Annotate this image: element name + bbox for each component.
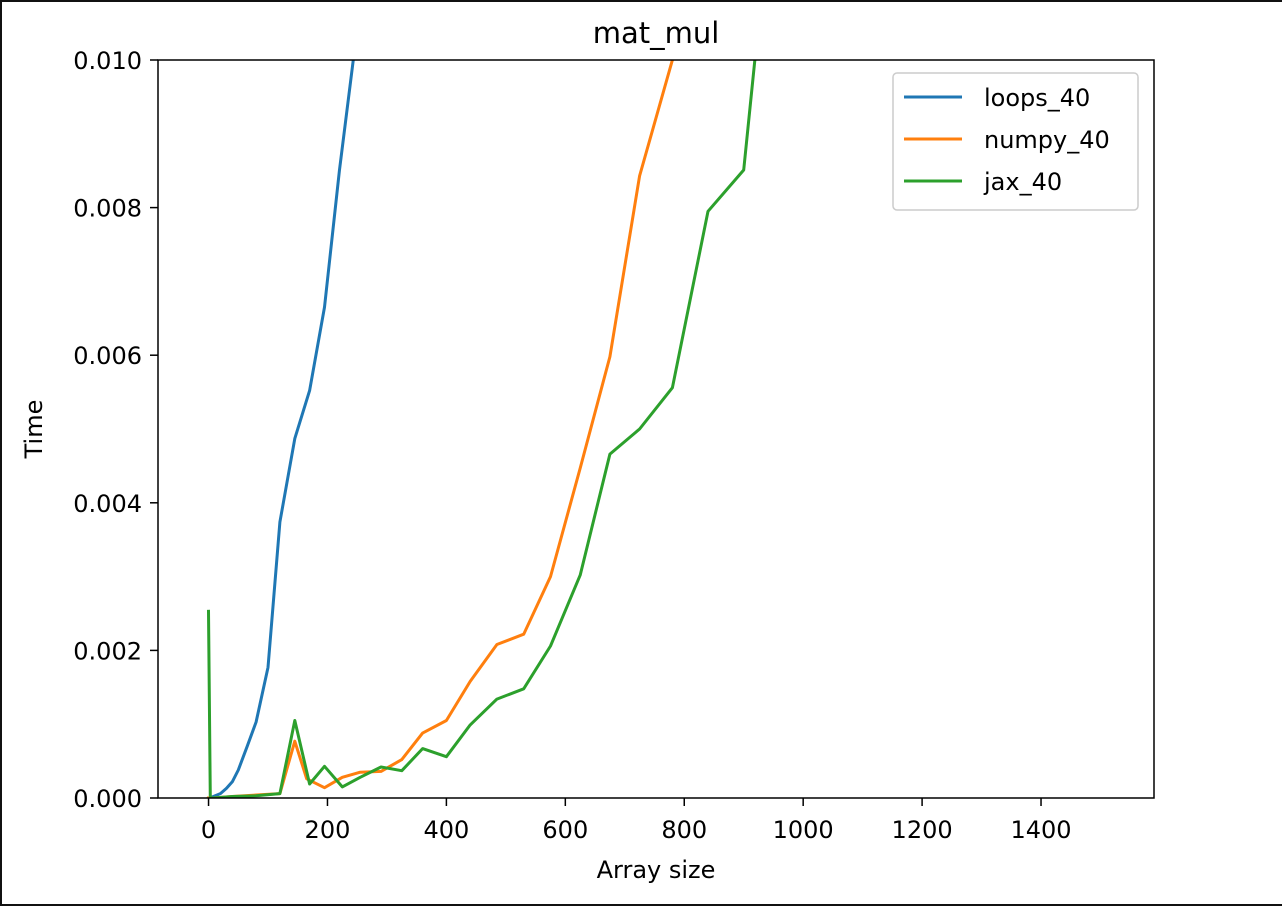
legend-label-jax-40: jax_40 xyxy=(983,168,1062,196)
x-axis: 0 200 400 600 800 1000 1200 1400 xyxy=(201,798,1072,844)
x-tick-label: 1200 xyxy=(892,816,953,844)
legend-label-numpy-40: numpy_40 xyxy=(984,126,1110,154)
legend-box xyxy=(892,72,1139,211)
x-axis-label: Array size xyxy=(597,856,716,884)
x-tick-label: 1000 xyxy=(773,816,834,844)
x-tick-label: 600 xyxy=(542,816,588,844)
plot-frame xyxy=(157,59,1155,799)
series-line-numpy-40 xyxy=(207,60,675,798)
chart-title: mat_mul xyxy=(593,16,720,50)
y-tick-label: 0.010 xyxy=(73,47,142,75)
series-line-jax-40 xyxy=(206,60,757,798)
x-tick-label: 800 xyxy=(661,816,707,844)
y-tick-label: 0.006 xyxy=(73,342,142,370)
y-tick-label: 0.008 xyxy=(73,195,142,223)
legend-label-loops-40: loops_40 xyxy=(984,84,1090,112)
y-axis: 0.000 0.002 0.004 0.006 0.008 0.010 xyxy=(73,47,158,813)
legend: loops_40 numpy_40 jax_40 xyxy=(892,72,1139,211)
y-tick-label: 0.000 xyxy=(73,785,142,813)
y-tick-label: 0.002 xyxy=(73,637,142,665)
x-tick-label: 1400 xyxy=(1010,816,1071,844)
x-tick-label: 200 xyxy=(305,816,351,844)
x-tick-label: 400 xyxy=(423,816,469,844)
y-tick-label: 0.004 xyxy=(73,490,142,518)
series-line-loops-40 xyxy=(206,60,355,798)
y-axis-label: Time xyxy=(20,400,48,460)
series-group xyxy=(206,60,757,798)
x-tick-label: 0 xyxy=(201,816,216,844)
